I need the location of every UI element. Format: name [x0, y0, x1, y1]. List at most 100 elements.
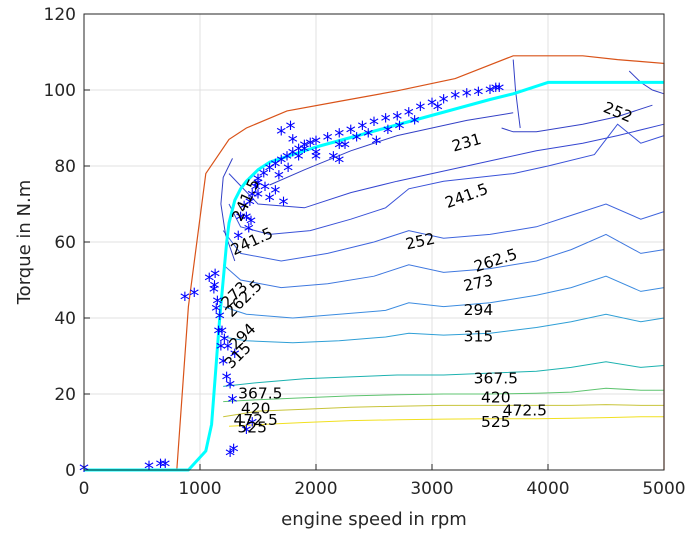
- contour-line: [628, 70, 665, 95]
- operating-point: *: [279, 193, 289, 217]
- operating-point: *: [415, 98, 425, 122]
- operating-point: *: [294, 140, 304, 164]
- y-tick-label: 120: [44, 5, 76, 25]
- contour-label: 294: [464, 301, 494, 319]
- contour-label: 420: [241, 400, 271, 418]
- contour-label: 472.5: [503, 402, 547, 420]
- operating-point: *: [265, 189, 275, 213]
- y-tick-label: 60: [54, 233, 76, 253]
- operating-point: *: [276, 151, 286, 175]
- operating-point: *: [227, 391, 237, 415]
- operating-point: *: [439, 90, 449, 114]
- max-torque-line: [176, 55, 665, 471]
- operating-point: *: [211, 299, 221, 323]
- max-torque-curve: [176, 55, 665, 471]
- contour-line: [223, 361, 665, 387]
- operating-point: *: [253, 170, 263, 194]
- operating-point: *: [189, 284, 199, 308]
- operating-point: *: [462, 85, 472, 109]
- operating-point: *: [180, 288, 190, 312]
- y-tick-label: 20: [54, 385, 76, 405]
- contour-line: [222, 233, 665, 289]
- operating-point: *: [369, 113, 379, 137]
- contour-lines: [220, 59, 665, 427]
- operating-point: *: [239, 197, 249, 221]
- operating-point: *: [215, 307, 225, 331]
- x-tick-label: 3000: [410, 479, 453, 499]
- operating-point: *: [288, 144, 298, 168]
- operating-point: *: [485, 81, 495, 105]
- operating-point: *: [274, 166, 284, 190]
- operating-point: *: [494, 79, 504, 103]
- contour-label: 367.5: [238, 385, 282, 403]
- operating-line: [84, 80, 664, 472]
- operating-point: *: [225, 444, 235, 468]
- operating-points: * * *** ************************** * * * * * * * * *…: [79, 79, 504, 483]
- operating-point: *: [334, 151, 344, 175]
- operating-point: *: [276, 123, 286, 147]
- contour-label: 367.5: [474, 369, 518, 387]
- x-tick-label: 4000: [526, 479, 569, 499]
- contour-line: [228, 123, 665, 209]
- operating-point: *: [212, 292, 222, 316]
- operating-point: *: [299, 140, 309, 164]
- operating-point: *: [246, 212, 256, 236]
- contour-label: 525: [481, 413, 511, 431]
- operating-point: *: [217, 322, 227, 346]
- operating-point: *: [334, 125, 344, 149]
- operating-point: *: [294, 147, 304, 171]
- operating-line-path: [84, 80, 664, 472]
- operating-point: *: [156, 455, 166, 479]
- operating-point: *: [222, 368, 232, 392]
- operating-point: *: [346, 121, 356, 145]
- operating-point: *: [241, 421, 251, 445]
- operating-point: *: [491, 79, 501, 103]
- operating-point: *: [311, 147, 321, 171]
- operating-point: *: [311, 132, 321, 156]
- operating-point: *: [223, 337, 233, 361]
- operating-point: *: [383, 121, 393, 145]
- operating-point: *: [204, 269, 214, 293]
- contour-line: [222, 203, 665, 262]
- operating-point: *: [334, 136, 344, 160]
- operating-point: *: [311, 144, 321, 168]
- operating-point: *: [282, 147, 292, 171]
- operating-point: *: [236, 208, 246, 232]
- contour-line: [269, 112, 514, 186]
- operating-point: *: [251, 178, 261, 202]
- y-tick-label: 0: [65, 461, 76, 481]
- operating-point: *: [299, 136, 309, 160]
- operating-point: *: [79, 459, 89, 483]
- operating-point: *: [253, 174, 263, 198]
- contour-label: 472.5: [233, 411, 277, 429]
- operating-point: *: [233, 227, 243, 251]
- operating-point: *: [230, 345, 240, 369]
- contour-label: 525: [237, 419, 267, 437]
- operating-point: *: [247, 413, 257, 437]
- operating-point: *: [214, 322, 224, 346]
- contour-line: [223, 387, 664, 403]
- y-tick-label: 100: [44, 81, 76, 101]
- operating-point: *: [229, 440, 239, 464]
- x-tick-label: 1000: [178, 479, 221, 499]
- operating-point: *: [427, 94, 437, 118]
- operating-point: *: [283, 159, 293, 183]
- operating-point: *: [210, 277, 220, 301]
- contour-line: [228, 416, 664, 427]
- operating-point: *: [225, 375, 235, 399]
- operating-point: *: [241, 208, 251, 232]
- operating-point: *: [357, 117, 367, 141]
- operating-point: *: [395, 117, 405, 141]
- operating-point: *: [260, 178, 270, 202]
- operating-point: *: [270, 155, 280, 179]
- axis-ticks: 0 1000 2000 3000 4000 5000 0 20 40 60 80 100 120: [44, 5, 686, 499]
- operating-point: *: [288, 130, 298, 154]
- operating-point: *: [253, 185, 263, 209]
- operating-point: *: [245, 193, 255, 217]
- contour-line: [228, 123, 665, 235]
- contour-line: [223, 404, 664, 418]
- operating-point: *: [363, 125, 373, 149]
- operating-point: *: [244, 220, 254, 244]
- x-tick-label: 2000: [294, 479, 337, 499]
